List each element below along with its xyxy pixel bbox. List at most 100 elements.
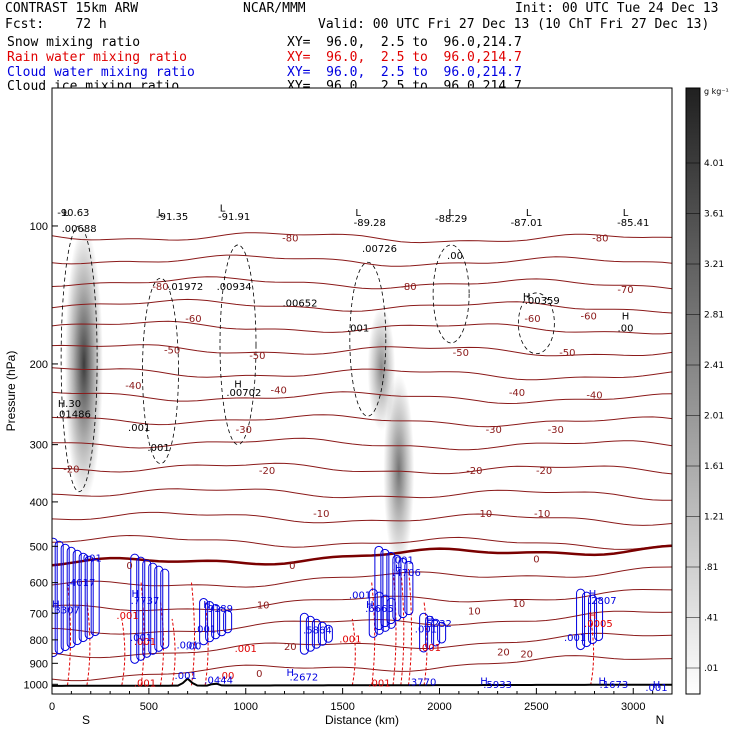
y-tick-label: 1000 [24,679,48,691]
cloud-water-extremum-label: .9189 [204,604,233,615]
isotherm-label: -30 [236,425,252,436]
snow-contour [142,277,179,465]
cloud-water-extremum-label: H [653,680,661,691]
snow-extremum-label: -91.91 [218,212,250,223]
isotherm-contour [52,344,672,357]
colorbar-label: 2.01 [704,412,724,422]
rain-contour [590,618,595,686]
cloud-water-contour [317,621,327,646]
snow-contour [349,261,387,417]
isotherm-label: -70 [617,285,633,296]
cloud-water-contour [60,543,70,652]
y-tick-label: 400 [30,497,48,509]
isotherm-label: -10 [476,509,492,520]
freezing-level-contour [52,544,672,567]
org-label: NCAR/MMM [243,1,306,16]
isotherm-contour [52,488,672,501]
cloud-water-extremum-label: .001 [80,554,102,565]
colorbar-label: 1.21 [704,513,724,523]
x-tick-label: 1000 [234,701,258,713]
isotherm-label: -30 [486,425,502,436]
snow-extremum-label: .001 [128,423,150,434]
snow-extremum-label: .001 [347,324,369,335]
isotherm-label: -20 [63,464,79,475]
cloud-water-extremum-label: .001 [564,633,586,644]
rain-contour [171,618,176,686]
rain-contour [400,568,405,686]
isotherm-label: 20 [284,642,297,653]
cloud-water-contour [588,594,598,645]
isotherm-label: -50 [249,351,265,362]
y-tick-label: 500 [30,541,48,553]
cloud-water-contour [368,588,378,638]
cloud-water-contour [305,615,315,652]
snow-extremum-label: .01486 [56,410,91,421]
cloud-water-extremum-label: .4017 [67,578,96,589]
cloud-water-extremum-label: .001 [194,624,216,635]
colorbar-unit: g kg⁻¹ [704,87,729,96]
snow-extremum-label: .00 [447,251,463,262]
cloud-water-extremum-label: .6665 [365,604,394,615]
cloud-water-extremum-label: .2807 [588,596,617,607]
snow-extremum-label: -87.01 [511,218,543,229]
rain-contour [140,582,145,686]
cloud-water-contour [386,597,396,629]
cloud-water-extremum-label: .4706 [392,568,421,579]
cloud-water-extremum-label: .001 [392,555,414,566]
rain-contour [160,601,164,686]
snow-extremum-label: H [234,379,242,390]
y-tick-label: 700 [30,608,48,620]
isotherm-label: -40 [509,388,525,399]
cloud-water-extremum-label: .2672 [290,672,319,683]
cloud-water-contour [223,610,233,634]
colorbar-label: 2.81 [704,311,724,321]
cloud-water-contour [90,558,100,637]
x-tick-label: 0 [49,701,55,713]
rain-contour [351,618,356,686]
cloud-water-contour [211,604,221,640]
cloud-water-contour [374,545,384,631]
cloud-water-contour [594,597,604,642]
cloud-water-extremum-label: .3307 [51,605,80,616]
snow-extremum-label: .00934 [217,282,252,293]
isotherm-contour [52,588,672,612]
rain-extremum-label: H [589,611,597,622]
cloud-water-contour [386,551,396,625]
cloud-water-contour [323,624,333,643]
cloud-water-contour [576,588,586,651]
cloud-water-extremum-label: .001 [175,671,197,682]
y-tick-label: 300 [30,440,48,452]
rain-extremum-label: .001 [235,644,257,655]
isotherm-label: -10 [313,509,329,520]
isotherm-contour [52,511,672,526]
x-tick-label: 2000 [427,701,451,713]
snow-extremum-label: .00359 [525,296,560,307]
snow-extremum-label: L [448,208,454,219]
south-end-label: S [82,713,90,727]
cloud-water-contour [148,562,158,655]
isotherm-label: -40 [586,391,602,402]
rain-contour [392,568,397,686]
cloud-water-extremum-label: .001 [415,624,437,635]
rain-contour [67,582,71,686]
cloud-water-extremum-label: H [366,600,374,611]
rain-contour [121,618,126,686]
isotherm-contour [52,566,672,588]
snow-extremum-label: L [158,208,164,219]
cloud-water-extremum-label: .001 [176,640,198,651]
cloud-water-contour [437,621,447,644]
cloud-water-contour [78,552,88,643]
snow-extremum-label: L [355,208,361,219]
colorbar-label: .01 [704,664,718,674]
isotherm-label: 20 [497,647,510,658]
cloud-water-contour [54,540,64,655]
north-end-label: N [656,713,665,727]
cloud-water-field-xy: XY= 96.0, 2.5 to 96.0,214.7 [287,65,522,80]
isotherm-contour [52,655,672,682]
snow-extremum-label: L [63,208,69,219]
cloud-water-contour [374,591,384,635]
isotherm-label: 0 [126,561,132,572]
snow-contour [517,292,555,355]
rain-contour [86,601,91,686]
cloud-water-extremum-label: .5933 [483,680,512,691]
